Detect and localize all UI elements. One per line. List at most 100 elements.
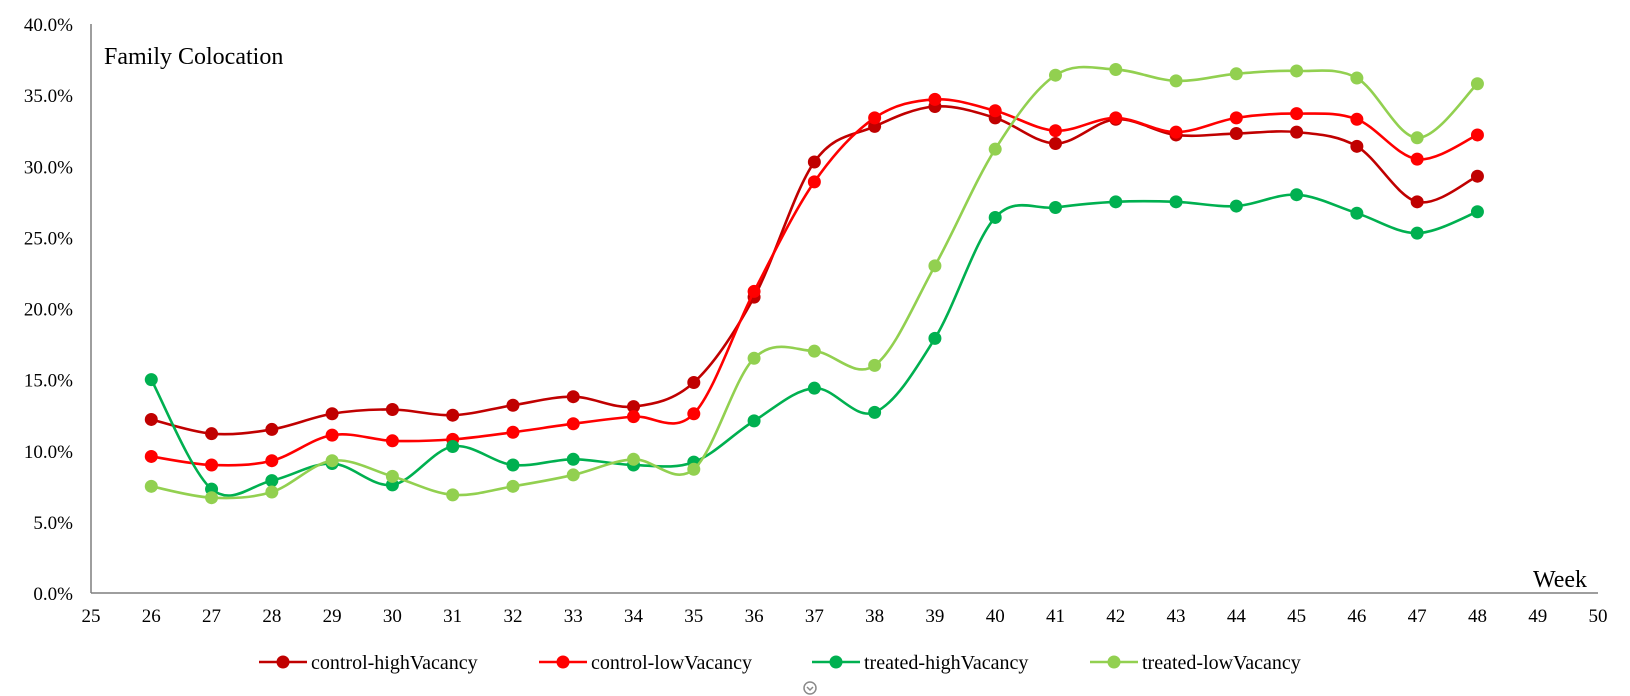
data-point [1290, 107, 1304, 121]
y-tick-labels: 0.0% 5.0% 10.0% 15.0% 20.0% 25.0% 30.0% 35.0% 40… [24, 15, 73, 605]
data-point [446, 488, 460, 502]
data-point [1410, 152, 1424, 166]
x-tick-label: 47 [1408, 606, 1427, 627]
data-point [928, 259, 942, 273]
data-point [807, 175, 821, 189]
data-point [144, 412, 158, 426]
x-tick-label: 49 [1528, 606, 1547, 627]
x-tick-label: 25 [82, 606, 101, 627]
data-point [1350, 206, 1364, 220]
data-point [1109, 63, 1123, 77]
data-point [747, 351, 761, 365]
data-point [988, 104, 1002, 118]
data-point [1290, 125, 1304, 139]
x-tick-label: 35 [684, 606, 703, 627]
data-point [988, 210, 1002, 224]
data-point [385, 402, 399, 416]
data-point [506, 425, 520, 439]
y-tick-label: 35.0% [24, 86, 73, 107]
data-point [1410, 131, 1424, 145]
data-point [988, 142, 1002, 156]
y-tick-label: 5.0% [33, 513, 73, 534]
legend-swatch-marker [829, 655, 843, 669]
data-point [1229, 127, 1243, 141]
x-tick-label: 31 [443, 606, 462, 627]
x-tick-label: 45 [1287, 606, 1306, 627]
data-point [385, 434, 399, 448]
series-treated-lowVacancy [144, 63, 1484, 505]
x-tick-label: 28 [262, 606, 281, 627]
data-point [1048, 136, 1062, 150]
data-point [1350, 112, 1364, 126]
data-point [566, 390, 580, 404]
legend-label: treated-highVacancy [864, 652, 1028, 674]
legend-label: control-lowVacancy [591, 652, 752, 674]
legend-item: treated-highVacancy [812, 652, 1028, 674]
data-point [928, 92, 942, 106]
data-point [807, 155, 821, 169]
data-point [205, 458, 219, 472]
x-tick-label: 29 [323, 606, 342, 627]
x-tick-label: 44 [1227, 606, 1247, 627]
legend-swatch-marker [556, 655, 570, 669]
data-point [928, 331, 942, 345]
data-point [1410, 195, 1424, 209]
x-tick-label: 46 [1347, 606, 1366, 627]
data-point [325, 428, 339, 442]
legend-item: control-highVacancy [259, 652, 478, 674]
x-tick-label: 38 [865, 606, 884, 627]
legend-label: control-highVacancy [311, 652, 478, 674]
data-point [265, 485, 279, 499]
data-point [1048, 68, 1062, 82]
data-point [1048, 201, 1062, 215]
series-layer [144, 63, 1484, 505]
legend-item: control-lowVacancy [539, 652, 752, 674]
x-tick-label: 42 [1106, 606, 1125, 627]
data-point [506, 398, 520, 412]
data-point [1048, 124, 1062, 138]
data-point [325, 454, 339, 468]
x-tick-labels: 25 26 27 28 29 30 31 32 33 34 35 36 37 38 39 40 41 42 43 44… [82, 606, 1608, 627]
data-point [747, 284, 761, 298]
y-tick-label: 15.0% [24, 371, 73, 392]
data-point [446, 439, 460, 453]
x-tick-label: 50 [1589, 606, 1608, 627]
data-point [1229, 67, 1243, 81]
legend-swatch-marker [1107, 655, 1121, 669]
x-tick-label: 32 [503, 606, 522, 627]
x-tick-label: 41 [1046, 606, 1065, 627]
x-tick-label: 27 [202, 606, 221, 627]
data-point [1470, 77, 1484, 91]
data-point [1169, 125, 1183, 139]
data-point [687, 375, 701, 389]
data-point [1229, 199, 1243, 213]
data-point [868, 111, 882, 125]
data-point [566, 468, 580, 482]
x-tick-label: 26 [142, 606, 161, 627]
legend: control-highVacancy control-lowVacancy tre… [259, 652, 1301, 674]
y-tick-label: 10.0% [24, 442, 73, 463]
data-point [1109, 195, 1123, 209]
x-tick-label: 36 [745, 606, 764, 627]
y-tick-label: 25.0% [24, 228, 73, 249]
y-tick-label: 40.0% [24, 15, 73, 36]
data-point [265, 454, 279, 468]
data-point [627, 452, 641, 466]
y-tick-label: 0.0% [33, 584, 73, 605]
data-point [807, 381, 821, 395]
x-tick-label: 43 [1167, 606, 1186, 627]
data-point [325, 407, 339, 421]
legend-item: treated-lowVacancy [1090, 652, 1301, 674]
x-tick-label: 37 [805, 606, 824, 627]
data-point [144, 479, 158, 493]
x-axis-label: Week [1533, 567, 1587, 593]
x-tick-label: 30 [383, 606, 402, 627]
data-point [385, 469, 399, 483]
data-point [566, 452, 580, 466]
y-tick-label: 20.0% [24, 300, 73, 321]
x-tick-label: 39 [925, 606, 944, 627]
x-tick-label: 33 [564, 606, 583, 627]
legend-label: treated-lowVacancy [1142, 652, 1301, 674]
y-tick-label: 30.0% [24, 157, 73, 178]
